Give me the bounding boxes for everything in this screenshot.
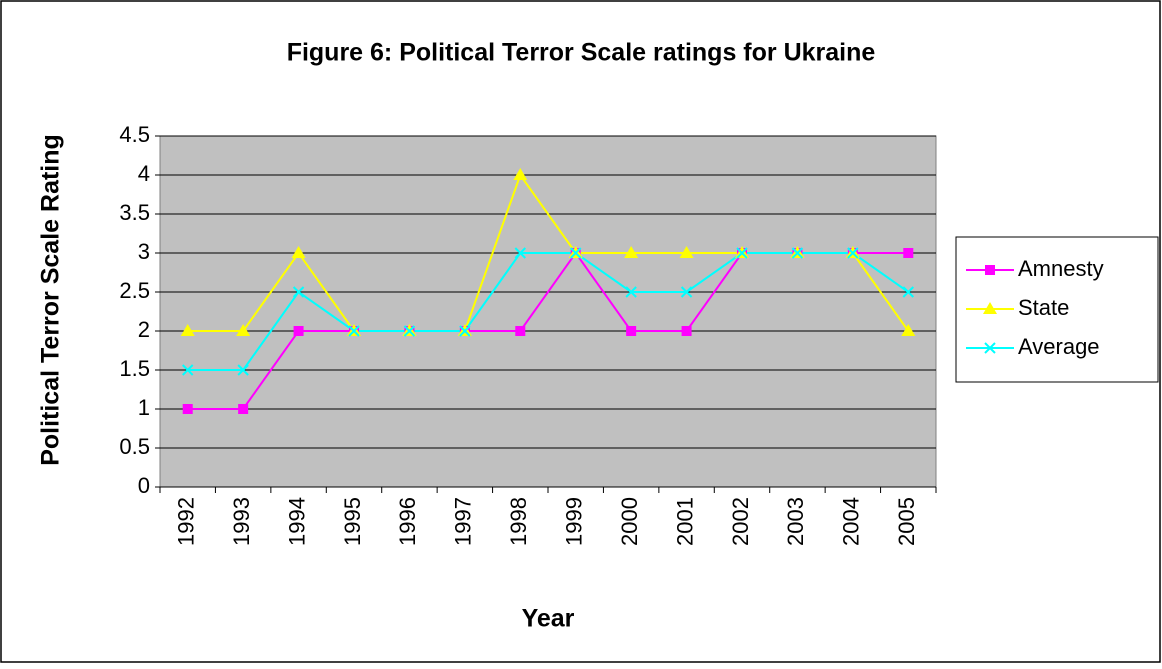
series-line: [187, 252, 909, 371]
x-tick-label: 1996: [395, 497, 420, 546]
marker: [681, 326, 692, 336]
plot-area: [159, 135, 937, 488]
x-tick-label: 1995: [340, 497, 365, 546]
marker: [901, 324, 916, 336]
marker: [570, 247, 582, 259]
y-tick-label: 1.5: [119, 356, 150, 381]
marker: [847, 247, 859, 259]
y-tick-label: 3.5: [119, 200, 150, 225]
marker: [237, 364, 249, 376]
x-tick-label: 2003: [783, 497, 808, 546]
x-tick-label: 1998: [506, 497, 531, 546]
marker: [238, 404, 249, 414]
marker: [180, 324, 195, 336]
x-tick-label: 1993: [229, 497, 254, 546]
x-tick-label: 2000: [617, 497, 642, 546]
y-tick-label: 0: [138, 473, 150, 498]
marker: [626, 326, 637, 336]
marker: [459, 325, 471, 337]
marker: [291, 246, 306, 258]
y-tick-label: 2.5: [119, 278, 150, 303]
marker: [736, 247, 748, 259]
y-tick-label: 4: [138, 161, 150, 186]
marker: [292, 286, 305, 298]
marker: [515, 326, 526, 336]
marker: [182, 404, 193, 414]
chart-title: Figure 6: Political Terror Scale ratings…: [287, 39, 876, 67]
x-tick-label: 2005: [894, 497, 919, 546]
legend-label: Average: [1018, 334, 1100, 359]
marker: [625, 286, 637, 298]
marker: [182, 364, 194, 376]
legend-label: State: [1018, 295, 1069, 320]
y-tick-label: 2: [138, 317, 150, 342]
marker: [902, 286, 914, 298]
x-tick-label: 1999: [562, 497, 587, 546]
marker: [679, 246, 694, 258]
marker: [624, 246, 639, 258]
x-tick-label: 2004: [839, 497, 864, 546]
x-axis-label: Year: [522, 605, 575, 633]
marker: [403, 325, 416, 337]
marker: [791, 247, 804, 259]
x-tick-label: 1994: [284, 497, 309, 546]
marker: [513, 168, 528, 180]
marker: [985, 265, 995, 275]
marker: [984, 342, 996, 354]
y-tick-label: 1: [138, 395, 150, 420]
marker: [514, 247, 526, 259]
x-tick-label: 1992: [174, 497, 199, 546]
x-tick-label: 1997: [451, 497, 476, 546]
y-axis-label: Political Terror Scale Rating: [37, 134, 65, 466]
marker: [680, 286, 693, 298]
legend-label: Amnesty: [1018, 256, 1104, 281]
marker: [236, 324, 251, 336]
marker: [903, 248, 914, 258]
marker: [293, 326, 304, 336]
y-tick-label: 3: [138, 239, 150, 264]
y-tick-label: 4.5: [119, 122, 150, 147]
x-tick-label: 2002: [728, 497, 753, 546]
marker: [348, 325, 360, 337]
marker: [983, 302, 997, 314]
y-tick-label: 0.5: [119, 434, 150, 459]
x-tick-label: 2001: [672, 497, 697, 546]
